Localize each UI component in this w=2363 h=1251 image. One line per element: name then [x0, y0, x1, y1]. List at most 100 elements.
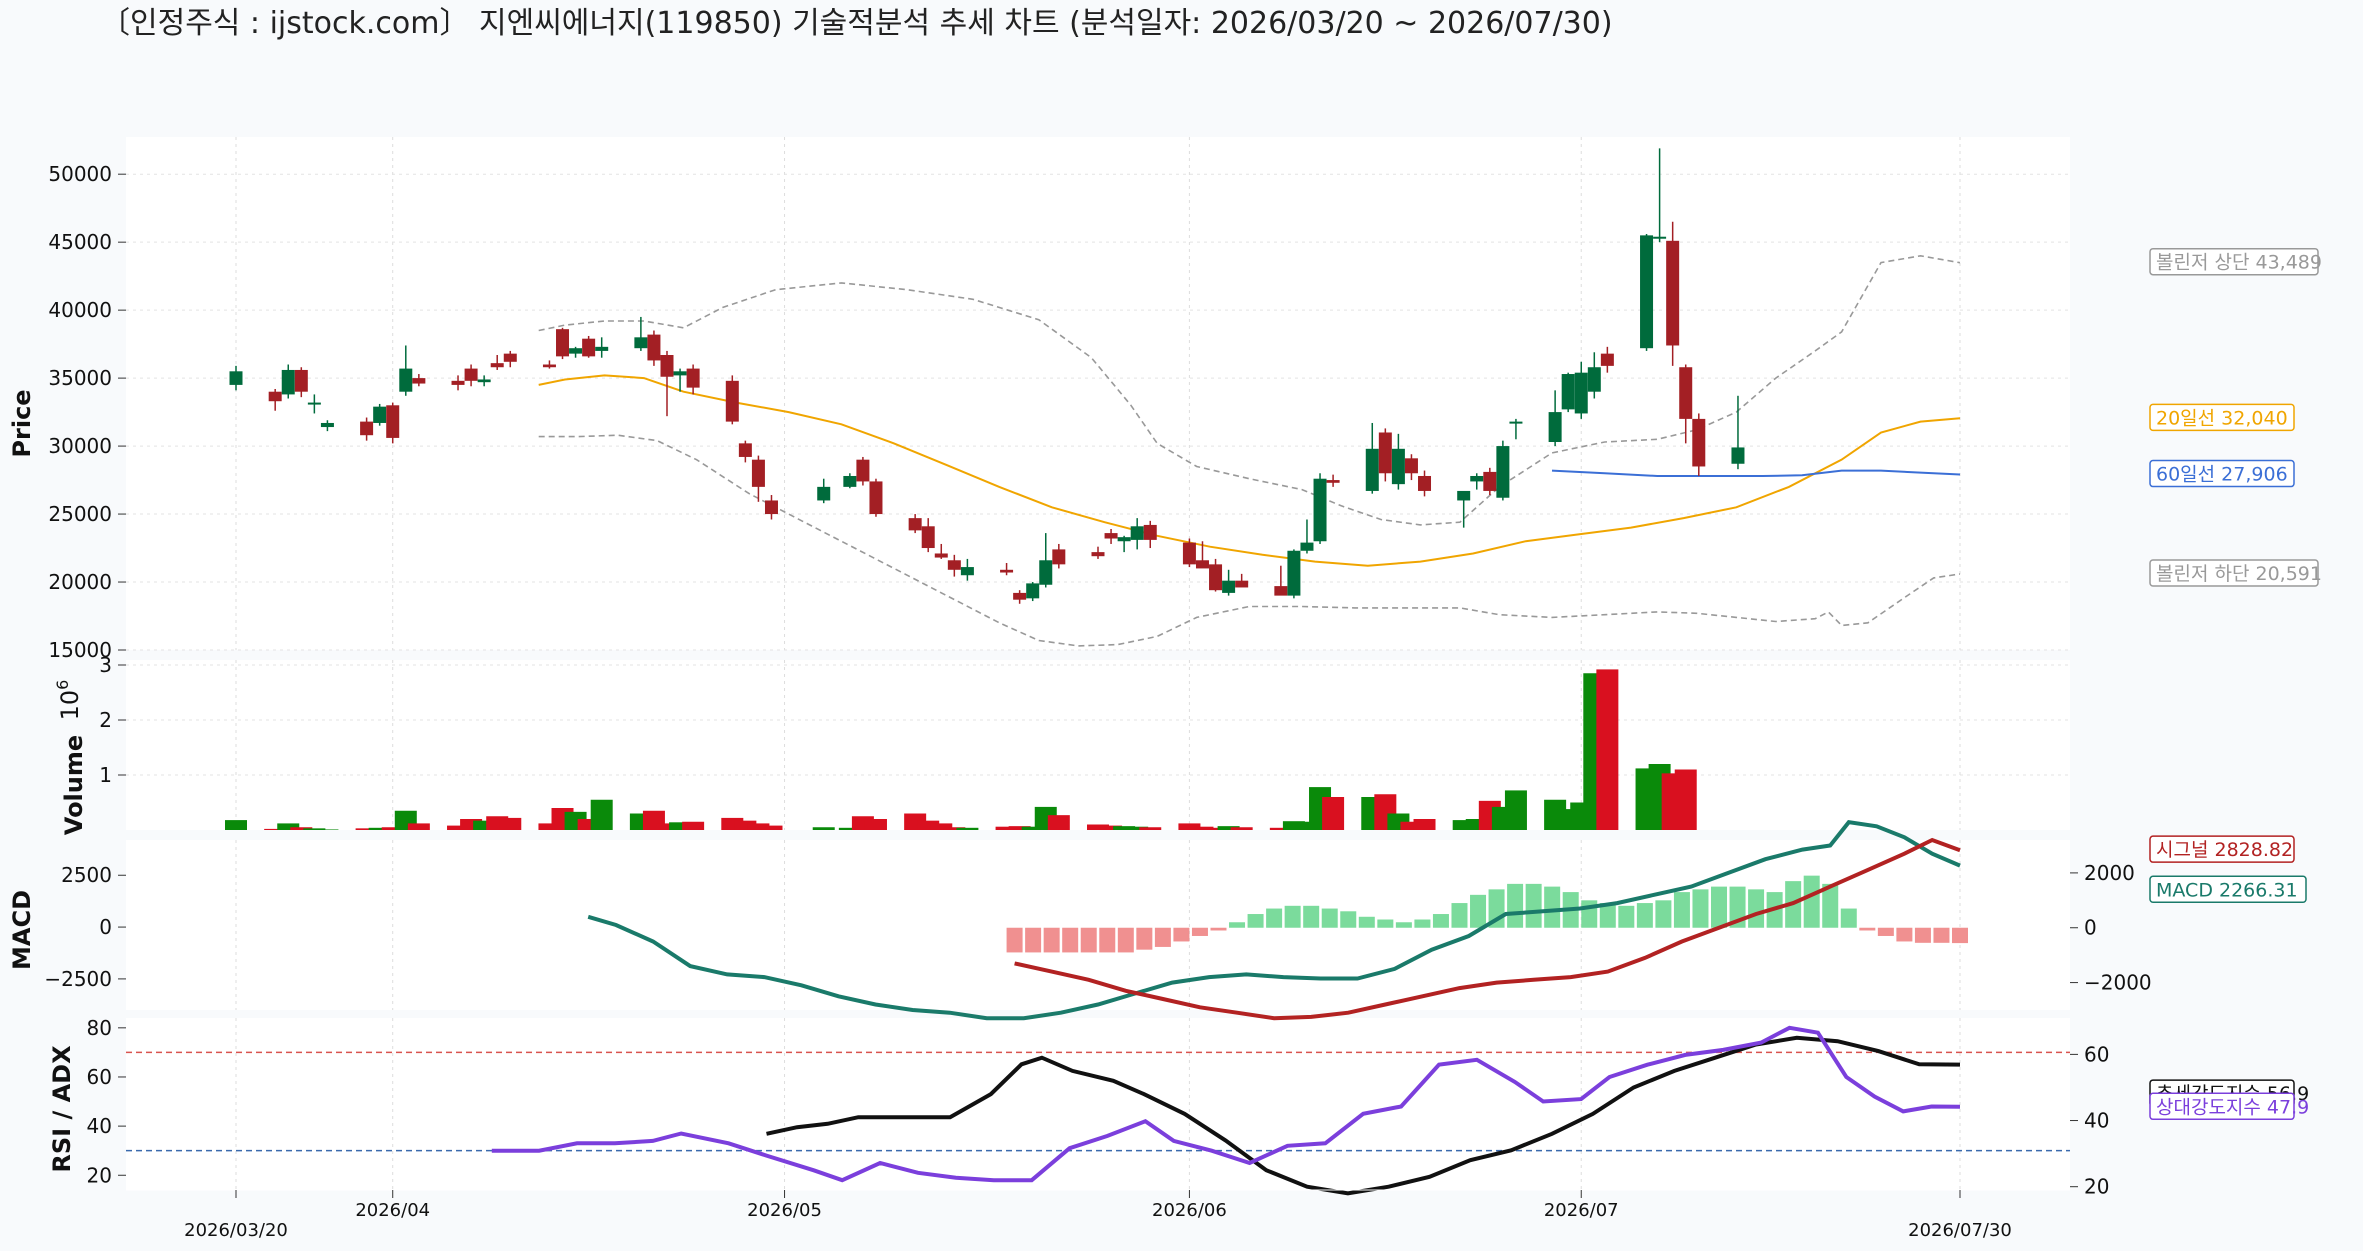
volume-bar	[917, 820, 940, 830]
candle-body	[921, 526, 935, 549]
macd-histogram-bar	[1896, 927, 1913, 942]
volume-bar	[1113, 826, 1136, 830]
candle-body	[1222, 580, 1236, 593]
candle-body	[647, 334, 661, 361]
candle-body	[960, 567, 974, 576]
volume-bar	[316, 829, 339, 830]
macd-line	[587, 820, 1961, 1021]
candle-body	[1548, 412, 1562, 443]
panel-vol-background	[126, 660, 2070, 830]
price-tick-label: 15000	[48, 638, 112, 662]
candle-body	[1313, 478, 1327, 542]
candle-body	[1561, 374, 1575, 410]
candle-body	[281, 369, 295, 395]
candle-body	[556, 329, 570, 357]
volume-bar	[264, 828, 287, 830]
candle-body	[451, 380, 465, 385]
candle-body	[399, 368, 413, 392]
bollinger-upper-label: 볼린저 상단 43,489	[2156, 252, 2322, 274]
macd-histogram-bar	[1229, 922, 1246, 928]
macd-histogram-bar	[1840, 908, 1857, 928]
candle-body	[1274, 586, 1288, 596]
macd-histogram-bar	[1673, 892, 1690, 928]
candle-body	[1039, 560, 1053, 585]
x-tick-label: 2026/06	[1152, 1200, 1227, 1221]
volume-bar	[1295, 821, 1318, 830]
rsi-right-tick-label: 60	[2084, 1042, 2109, 1066]
candle-body	[1182, 542, 1196, 565]
candle-body	[1013, 592, 1027, 600]
candle-body	[1130, 526, 1144, 540]
candle-body	[1509, 421, 1523, 424]
volume-bar	[838, 827, 861, 830]
volume-bar	[381, 827, 404, 830]
volume-bar	[747, 823, 770, 830]
macd-histogram-bar	[1321, 908, 1338, 928]
volume-bar	[1230, 827, 1253, 830]
candle-body	[1365, 448, 1379, 491]
volume-bar	[760, 825, 783, 830]
macd-histogram-bar	[1080, 927, 1097, 953]
candle-body	[634, 337, 648, 349]
candle-body	[1600, 353, 1614, 366]
volume-bar	[1178, 823, 1201, 830]
candle-body	[268, 391, 282, 402]
candle-body	[1404, 458, 1418, 474]
x-tick-label: 2026/07/30	[1908, 1220, 2012, 1241]
macd-histogram-bar	[1173, 927, 1190, 942]
candle-body	[307, 402, 321, 405]
candle-body	[1679, 367, 1693, 419]
macd-histogram-bar	[1451, 903, 1468, 928]
rsi-label: 상대강도지수 47.9	[2156, 1096, 2309, 1118]
price-tick-label: 20000	[48, 570, 112, 594]
volume-bar	[1413, 819, 1436, 830]
macd-right-tick-label: 2000	[2084, 861, 2135, 885]
volume-bar	[407, 823, 430, 830]
macd-histogram-bar	[1284, 905, 1301, 928]
volume-tick-label: 2	[99, 708, 112, 732]
candle-body	[360, 421, 374, 436]
rsi-left-tick-label: 20	[87, 1163, 112, 1187]
candle-body	[1640, 235, 1654, 349]
macd-histogram-bar	[1507, 883, 1524, 928]
rsi-left-tick-label: 60	[87, 1065, 112, 1089]
macd-histogram-bar	[1006, 927, 1023, 953]
ma60-label: 60일선 27,906	[2156, 464, 2288, 486]
macd-histogram-bar	[1914, 927, 1931, 943]
volume-bar	[1008, 826, 1031, 830]
volume-bar	[277, 823, 300, 830]
volume-bar	[1504, 790, 1527, 830]
macd-histogram-bar	[1748, 889, 1765, 928]
candle-body	[660, 354, 674, 377]
candle-body	[595, 346, 609, 351]
candle-body	[856, 459, 870, 482]
volume-bar	[1087, 824, 1109, 830]
candle-body	[1300, 542, 1314, 551]
candle-body	[477, 379, 491, 383]
candle-body	[503, 353, 517, 362]
candle-body	[1470, 475, 1484, 482]
volume-bar	[656, 823, 678, 830]
candle-body	[542, 364, 556, 368]
x-tick-label: 2026/07	[1544, 1200, 1619, 1221]
volume-bar	[669, 822, 692, 830]
candle-body	[582, 338, 596, 357]
volume-bar	[577, 819, 600, 830]
macd-left-tick-label: −2500	[44, 967, 112, 991]
ma60-label-box	[2149, 459, 2295, 488]
candle-body	[1731, 447, 1745, 464]
candle-body	[1052, 549, 1066, 565]
macd-histogram-bar	[1266, 908, 1283, 928]
rsi-right-tick-label: 20	[2084, 1175, 2109, 1199]
volume-axis-label: Volume	[60, 735, 88, 835]
candle-body	[1287, 550, 1301, 596]
candle-body	[386, 405, 400, 438]
price-tick-label: 40000	[48, 298, 112, 322]
x-tick-label: 2026/05	[747, 1200, 822, 1221]
candle-body	[751, 459, 765, 487]
macd-histogram-bar	[1099, 927, 1116, 953]
candle-body	[1418, 475, 1432, 491]
macd-histogram-bar	[1414, 919, 1431, 928]
volume-bar	[355, 828, 378, 830]
